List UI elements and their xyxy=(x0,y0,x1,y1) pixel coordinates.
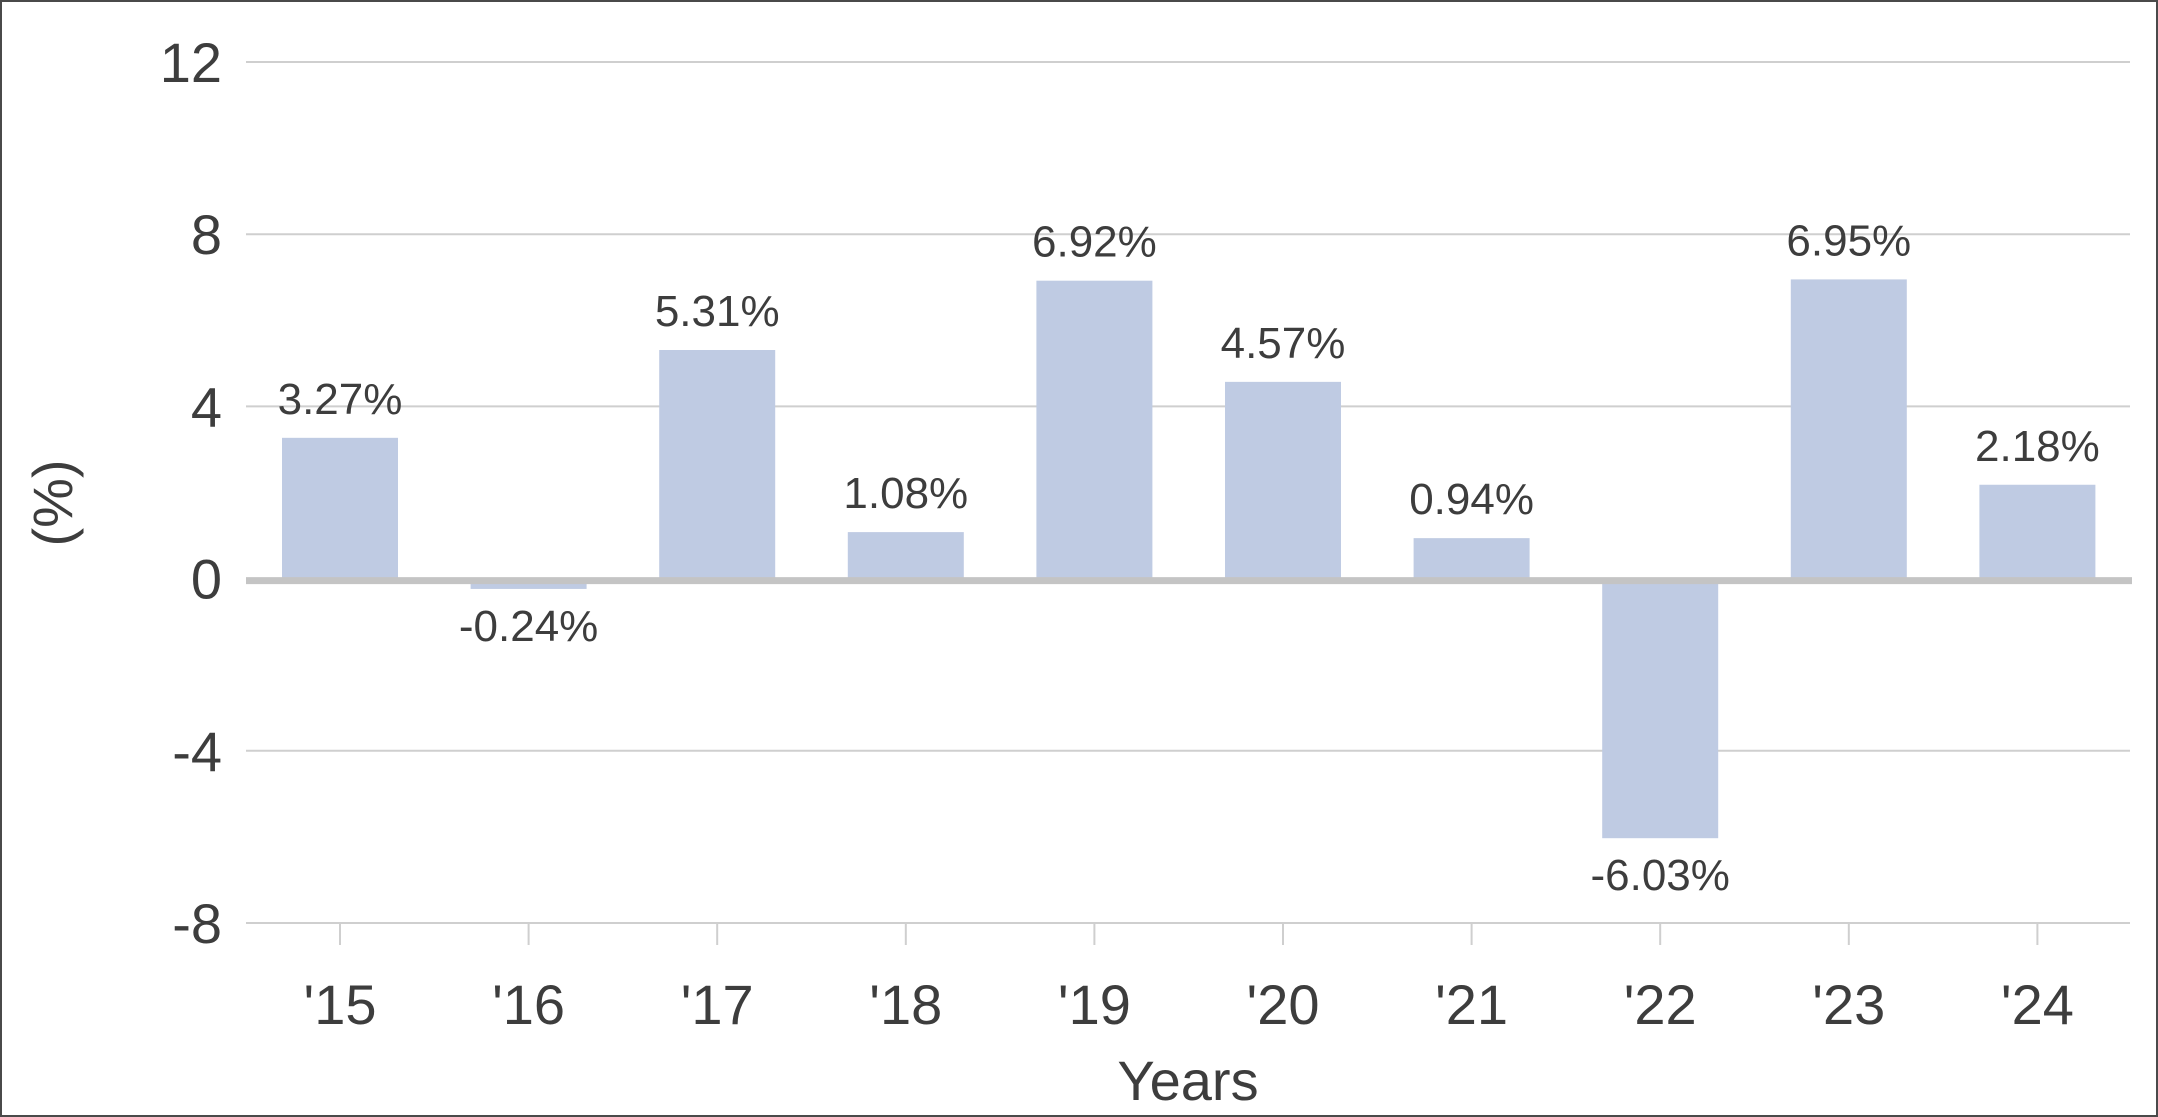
y-tick-label: 12 xyxy=(160,31,222,94)
bars xyxy=(282,279,2096,839)
y-tick-label: -4 xyxy=(172,720,222,783)
y-tick-label: 0 xyxy=(191,548,222,611)
x-tick-label: '19 xyxy=(1058,973,1131,1036)
x-tick-label: '15 xyxy=(304,973,377,1036)
data-label: 2.18% xyxy=(1975,422,2100,471)
x-tick-label: '24 xyxy=(2001,973,2074,1036)
x-tick-label: '17 xyxy=(681,973,754,1036)
y-tick-label: 8 xyxy=(191,203,222,266)
x-tick-label: '22 xyxy=(1624,973,1697,1036)
data-label: 6.95% xyxy=(1786,216,1911,265)
data-label: 0.94% xyxy=(1409,475,1534,524)
y-tick-label: 4 xyxy=(191,375,222,438)
x-tick-labels: '15 '16 '17 '18 '19 '20 '21 '22 '23 '24 xyxy=(304,973,2074,1036)
x-axis-title: Years xyxy=(1117,1049,1258,1112)
bar xyxy=(1225,381,1341,579)
bar xyxy=(659,350,776,579)
y-axis-title: (%) xyxy=(21,459,84,546)
x-tick-label: '16 xyxy=(492,973,565,1036)
bar xyxy=(847,532,964,579)
y-tick-label: -8 xyxy=(172,892,222,955)
x-tick-marks xyxy=(339,923,2039,945)
y-tick-labels: 12 8 4 0 -4 -8 xyxy=(160,31,222,955)
data-label: 1.08% xyxy=(843,469,968,518)
gridlines xyxy=(246,61,2130,924)
data-label: 6.92% xyxy=(1032,218,1157,267)
x-tick-label: '21 xyxy=(1435,973,1508,1036)
data-label: 3.27% xyxy=(278,375,403,424)
bar xyxy=(1979,484,2096,579)
bar xyxy=(282,437,398,579)
bar xyxy=(1036,280,1153,579)
bar xyxy=(1413,538,1530,579)
data-label: 4.57% xyxy=(1221,319,1346,368)
data-label: -0.24% xyxy=(459,602,598,651)
bar xyxy=(1790,279,1907,579)
data-label: 5.31% xyxy=(655,287,780,336)
x-tick-label: '20 xyxy=(1247,973,1320,1036)
data-label: -6.03% xyxy=(1590,851,1729,900)
x-tick-label: '23 xyxy=(1812,973,1885,1036)
data-labels: 3.27% -0.24% 5.31% 1.08% 6.92% 4.57% 0.94% -6.0… xyxy=(278,216,2100,900)
bar xyxy=(1602,578,1719,839)
x-tick-label: '18 xyxy=(869,973,942,1036)
